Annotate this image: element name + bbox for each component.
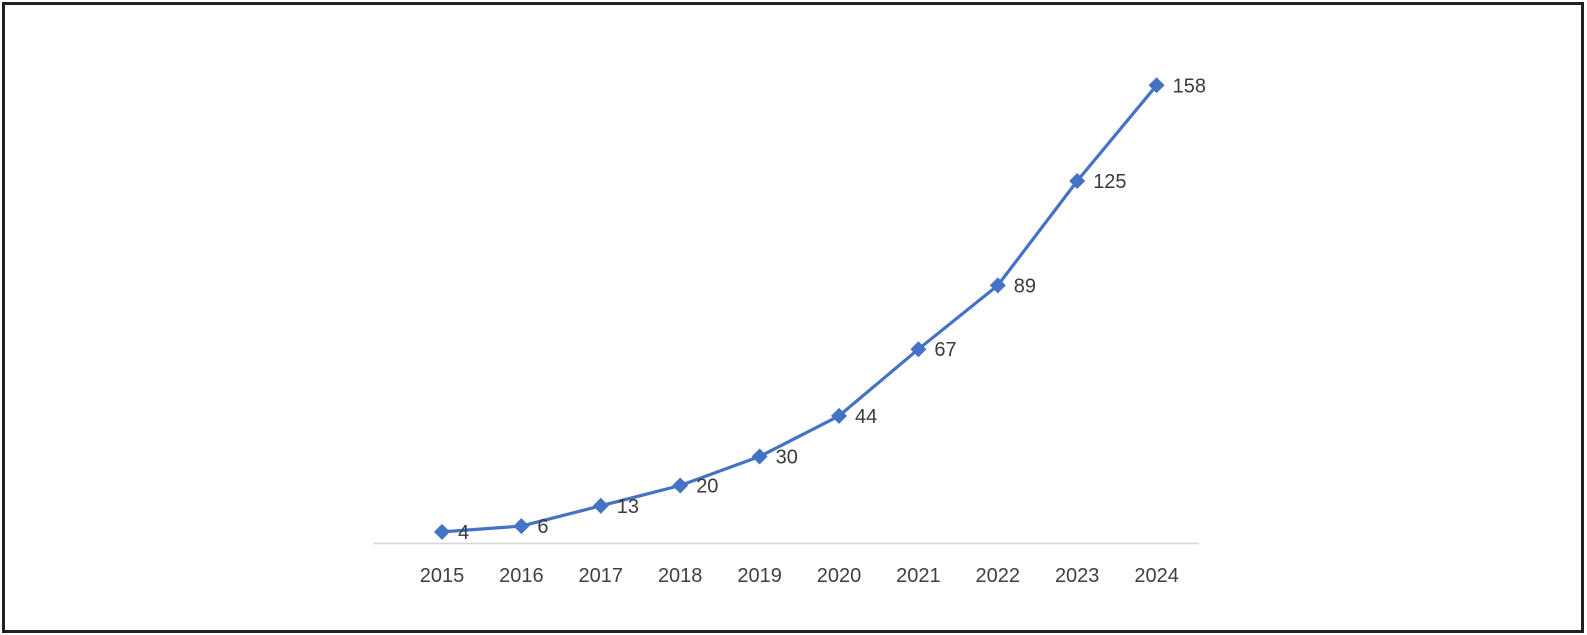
x-tick-label-2022: 2022 [976, 565, 1021, 587]
data-marker-2022 [989, 277, 1006, 294]
data-label-2024: 158 [1173, 75, 1206, 97]
data-marker-2024 [1148, 77, 1165, 94]
series-line [440, 83, 1159, 534]
line-chart-svg: 4 6 13 20 30 44 67 89 125 158 2015 2016 2017 2018 2019… [373, 75, 1206, 587]
data-label-2017: 13 [617, 496, 639, 518]
x-tick-label-2020: 2020 [817, 565, 862, 587]
data-label-2023: 125 [1093, 171, 1126, 193]
data-label-2021: 67 [934, 339, 956, 361]
data-label-2016: 6 [537, 516, 548, 538]
x-tick-label-2021: 2021 [896, 565, 941, 587]
data-marker-2016 [513, 518, 530, 535]
data-marker-2023 [1069, 173, 1086, 189]
x-tick-label-2018: 2018 [658, 565, 703, 587]
x-tick-label-2019: 2019 [737, 565, 782, 587]
x-tick-label-2017: 2017 [579, 565, 624, 587]
data-label-2020: 44 [855, 406, 877, 428]
data-marker-2020 [831, 407, 847, 424]
data-marker-2018 [672, 477, 689, 494]
x-tick-label-2015: 2015 [420, 565, 465, 587]
data-label-2019: 30 [776, 447, 798, 469]
data-label-2022: 89 [1014, 275, 1036, 297]
data-marker-2019 [751, 448, 768, 465]
data-marker-2015 [434, 523, 450, 540]
data-label-2015: 4 [458, 522, 469, 544]
data-marker-2017 [592, 497, 609, 514]
x-tick-label-2016: 2016 [499, 565, 544, 587]
annual-growth-line-chart: 4 6 13 20 30 44 67 89 125 158 2015 2016 2017 2018 2019… [5, 5, 1581, 630]
x-tick-label-2023: 2023 [1055, 565, 1100, 587]
data-label-2018: 20 [696, 476, 718, 498]
data-marker-2021 [910, 341, 927, 358]
x-tick-label-2024: 2024 [1134, 565, 1179, 587]
